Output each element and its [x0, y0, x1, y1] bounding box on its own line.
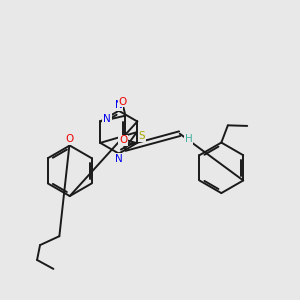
Text: N: N: [103, 114, 111, 124]
Text: N: N: [115, 154, 123, 164]
Text: O: O: [118, 97, 127, 106]
Text: O: O: [119, 136, 127, 146]
Text: O: O: [66, 134, 74, 144]
Text: S: S: [139, 131, 146, 141]
Text: H: H: [185, 134, 193, 144]
Text: N: N: [115, 100, 123, 110]
